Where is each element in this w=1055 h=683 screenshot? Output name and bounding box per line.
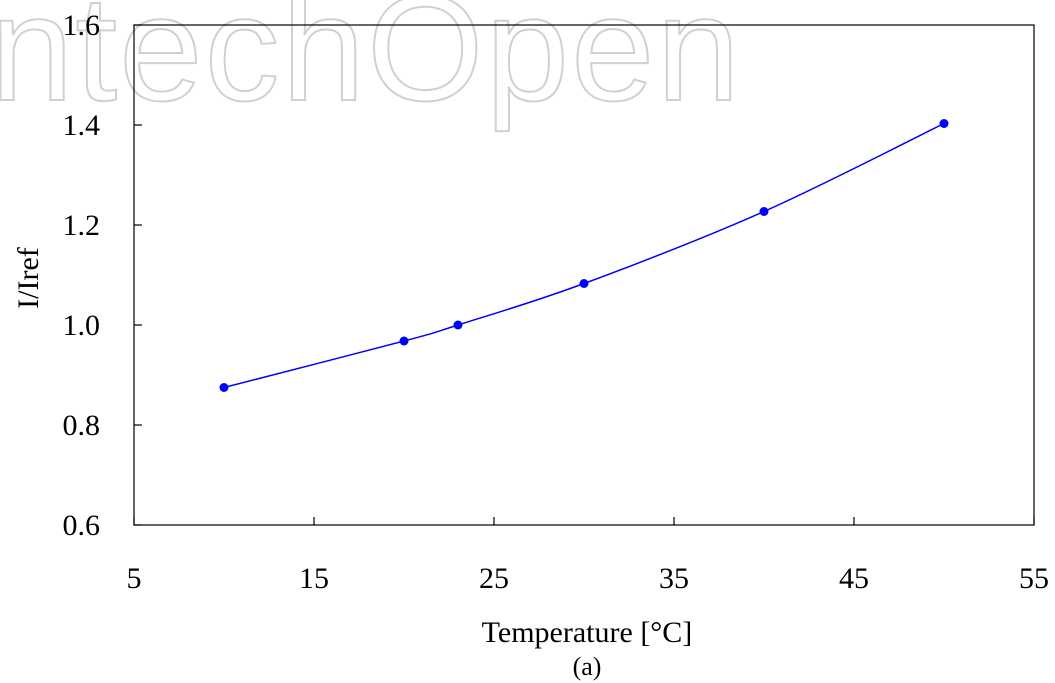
- y-tick-label: 0.6: [63, 509, 101, 542]
- data-point: [399, 336, 409, 346]
- x-tick-label: 35: [659, 562, 689, 595]
- data-point: [939, 119, 949, 128]
- y-tick-label: 1.6: [63, 9, 101, 42]
- x-tick-label: 55: [1019, 562, 1049, 595]
- series-line: [223, 122, 945, 389]
- y-tick-label: 1.2: [63, 209, 101, 242]
- data-point: [579, 279, 589, 288]
- data-point: [453, 320, 463, 330]
- series-layer: [219, 119, 949, 392]
- y-tick-label: 1.0: [63, 309, 101, 342]
- y-axis-title: I/Iref: [12, 247, 45, 309]
- x-axis-title: Temperature [°C]: [482, 616, 693, 649]
- x-tick-label: 15: [299, 562, 329, 595]
- figure-caption: (a): [573, 652, 602, 681]
- watermark-logo: ntechOpen: [0, 0, 742, 132]
- x-tick-label: 5: [127, 562, 142, 595]
- y-axis: 0.6 0.8 1.0 1.2 1.4 1.6: [63, 9, 142, 542]
- plot-area: [133, 24, 1035, 526]
- x-tick-label: 25: [479, 562, 509, 595]
- y-tick-label: 1.4: [63, 109, 101, 142]
- x-axis: 5 15 25 35 45 55: [127, 517, 1049, 595]
- data-point: [759, 207, 769, 216]
- x-tick-label: 45: [839, 562, 869, 595]
- y-tick-label: 0.8: [63, 409, 101, 442]
- data-point: [219, 383, 229, 392]
- plot-border: [133, 24, 1035, 526]
